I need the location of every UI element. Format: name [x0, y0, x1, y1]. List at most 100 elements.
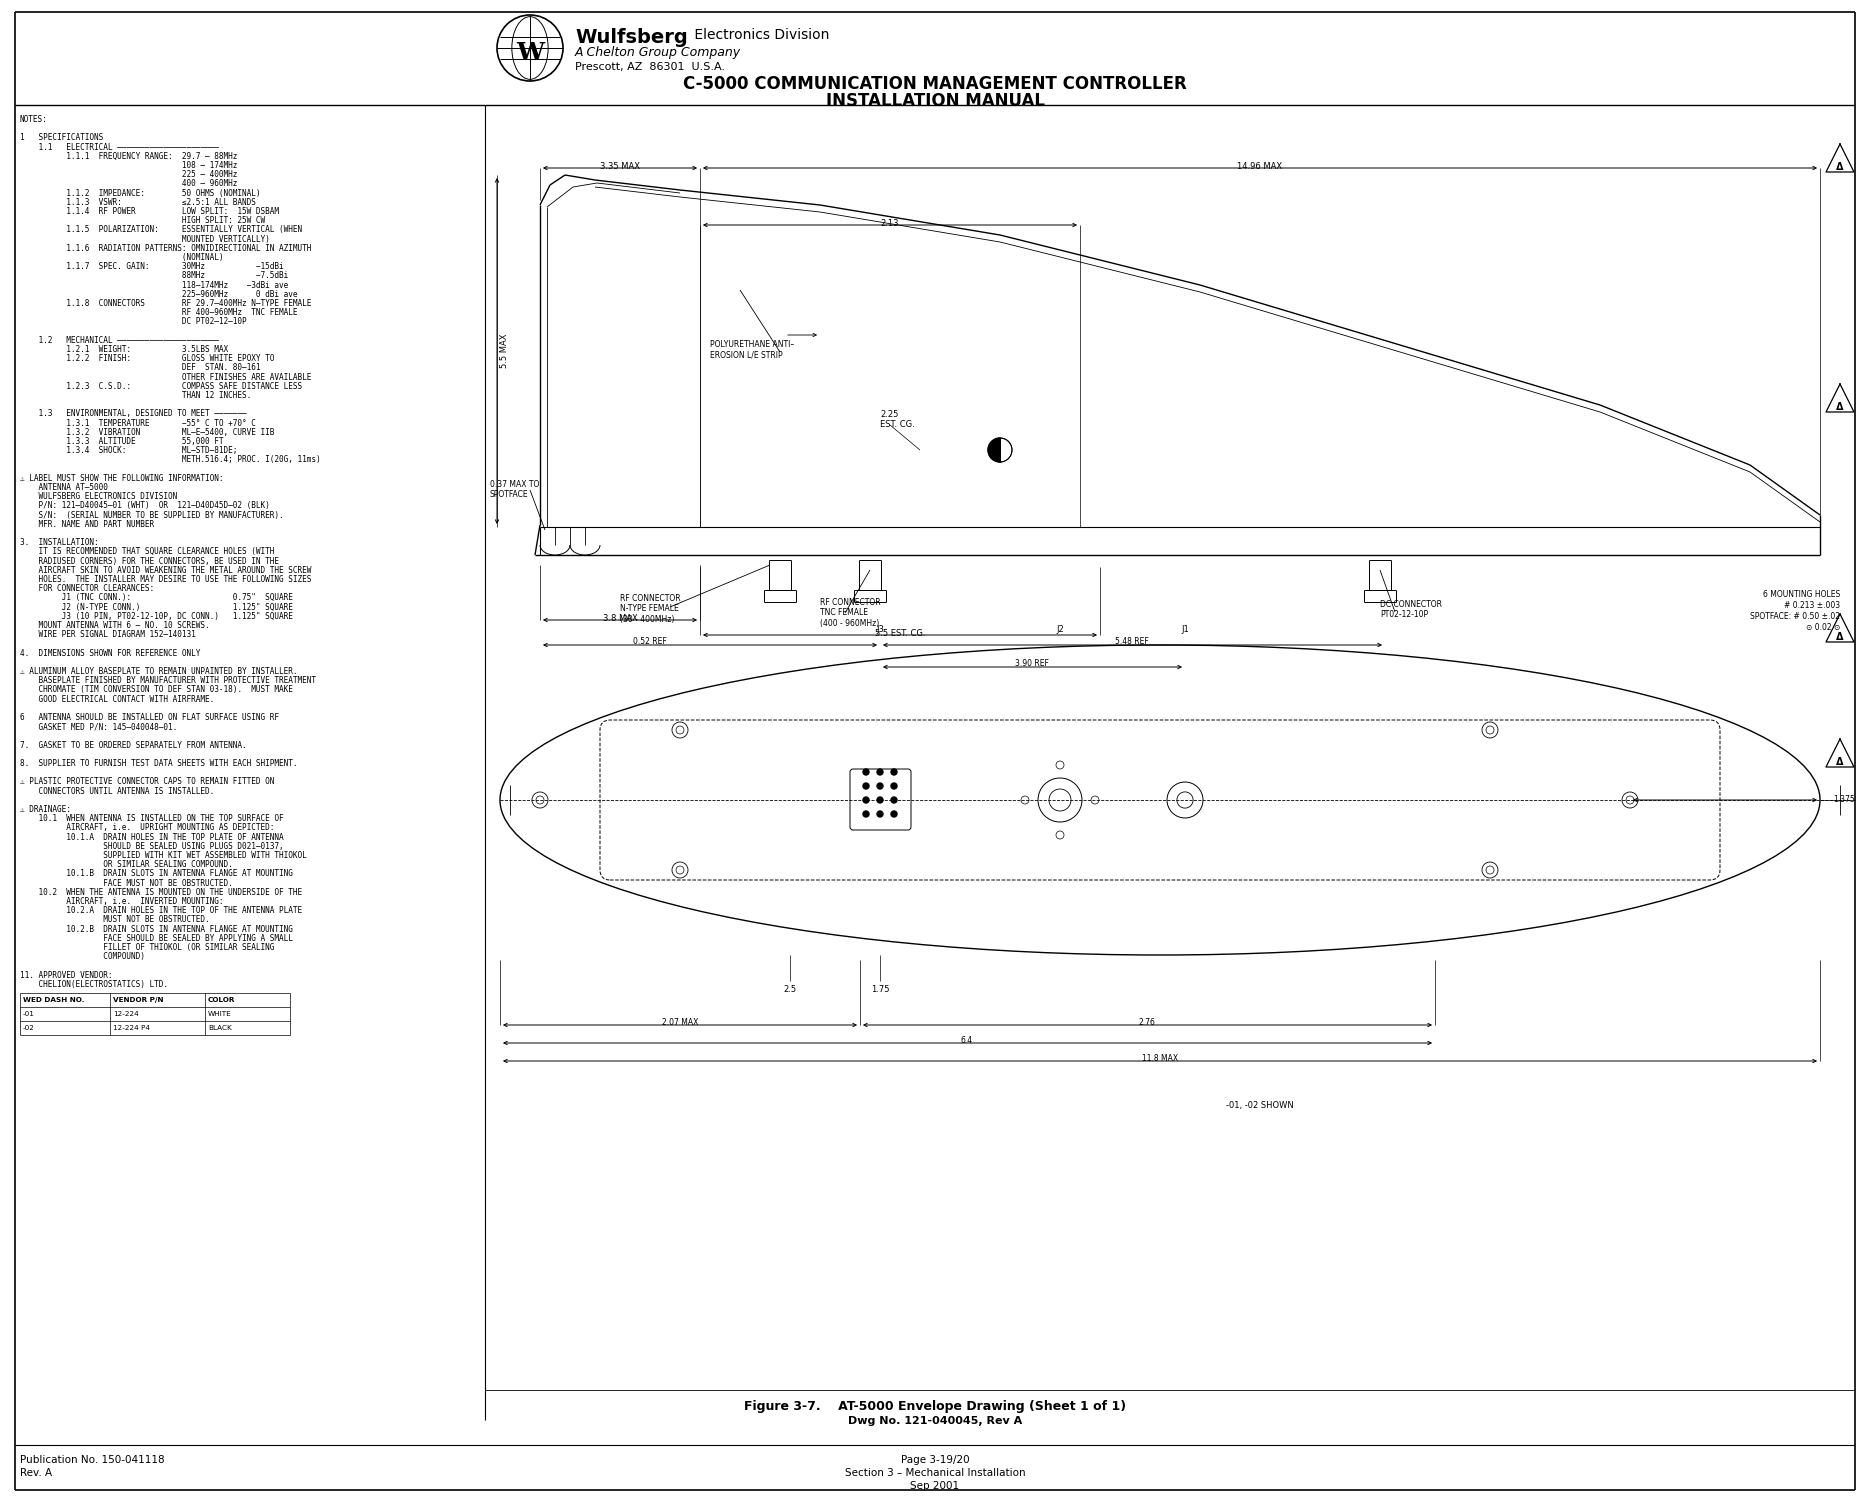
Text: 1.1   ELECTRICAL ——————————————————————: 1.1 ELECTRICAL —————————————————————— [21, 143, 219, 152]
Circle shape [862, 770, 870, 776]
Text: DEF  STAN. 80–161: DEF STAN. 80–161 [21, 364, 260, 373]
Text: 108 – 174MHz: 108 – 174MHz [21, 161, 237, 170]
Text: CHELION(ELECTROSTATICS) LTD.: CHELION(ELECTROSTATICS) LTD. [21, 980, 168, 989]
Text: 1.75: 1.75 [871, 984, 890, 993]
Text: MOUNT ANTENNA WITH 6 – NO. 10 SCREWS.: MOUNT ANTENNA WITH 6 – NO. 10 SCREWS. [21, 621, 209, 630]
Text: 1   SPECIFICATIONS: 1 SPECIFICATIONS [21, 134, 103, 143]
Text: FOR CONNECTOR CLEARANCES:: FOR CONNECTOR CLEARANCES: [21, 585, 153, 594]
Text: 12-224 P4: 12-224 P4 [112, 1025, 150, 1031]
Text: WULFSBERG ELECTRONICS DIVISION: WULFSBERG ELECTRONICS DIVISION [21, 491, 178, 500]
Circle shape [890, 770, 898, 776]
Text: # 0.213 ±.003: # 0.213 ±.003 [1784, 601, 1840, 610]
Text: COLOR: COLOR [208, 996, 236, 1003]
Text: J3: J3 [875, 625, 885, 634]
Text: 400 – 960MHz: 400 – 960MHz [21, 179, 237, 188]
Text: DC CONNECTOR
PT02-12-10P: DC CONNECTOR PT02-12-10P [1380, 600, 1442, 619]
Text: 5.48 REF: 5.48 REF [1115, 637, 1148, 646]
Text: 225–960MHz      0 dBi ave: 225–960MHz 0 dBi ave [21, 290, 297, 299]
Text: MFR. NAME AND PART NUMBER: MFR. NAME AND PART NUMBER [21, 520, 153, 529]
Text: 10.1.A  DRAIN HOLES IN THE TOP PLATE OF ANTENNA: 10.1.A DRAIN HOLES IN THE TOP PLATE OF A… [21, 833, 284, 842]
Text: GASKET MED P/N: 145–040048–01.: GASKET MED P/N: 145–040048–01. [21, 723, 178, 730]
Text: 1.1.8  CONNECTORS        RF 29.7–400MHz N–TYPE FEMALE: 1.1.8 CONNECTORS RF 29.7–400MHz N–TYPE F… [21, 299, 312, 308]
Text: W: W [516, 41, 544, 65]
Text: 1.2   MECHANICAL ——————————————————————: 1.2 MECHANICAL —————————————————————— [21, 335, 219, 344]
Text: 1.1.5  POLARIZATION:     ESSENTIALLY VERTICAL (WHEN: 1.1.5 POLARIZATION: ESSENTIALLY VERTICAL… [21, 225, 303, 234]
Text: VENDOR P/N: VENDOR P/N [112, 996, 163, 1003]
Text: SPOTFACE: # 0.50 ±.02: SPOTFACE: # 0.50 ±.02 [1750, 612, 1840, 621]
Text: WED DASH NO.: WED DASH NO. [22, 996, 84, 1003]
Text: 3.90 REF: 3.90 REF [1015, 658, 1049, 667]
Text: 1.3.4  SHOCK:            ML–STD–81DE;: 1.3.4 SHOCK: ML–STD–81DE; [21, 446, 237, 455]
Text: P/N: 121–D40045–01 (WHT)  OR  121–D40D45D–02 (BLK): P/N: 121–D40045–01 (WHT) OR 121–D40D45D–… [21, 502, 269, 511]
Text: Δ: Δ [1836, 758, 1844, 767]
Text: 2.25
EST. CG.: 2.25 EST. CG. [881, 410, 914, 430]
Text: ⚠ DRAINAGE:: ⚠ DRAINAGE: [21, 806, 71, 815]
Text: J1 (TNC CONN.):                      0.75"  SQUARE: J1 (TNC CONN.): 0.75" SQUARE [21, 594, 294, 603]
Text: RF 400–960MHz  TNC FEMALE: RF 400–960MHz TNC FEMALE [21, 308, 297, 317]
Text: 1.2.2  FINISH:           GLOSS WHITE EPOXY TO: 1.2.2 FINISH: GLOSS WHITE EPOXY TO [21, 355, 275, 364]
Text: CONNECTORS UNTIL ANTENNA IS INSTALLED.: CONNECTORS UNTIL ANTENNA IS INSTALLED. [21, 786, 215, 795]
Text: 0.37 MAX TO
SPOTFACE: 0.37 MAX TO SPOTFACE [490, 479, 539, 499]
Text: 3.  INSTALLATION:: 3. INSTALLATION: [21, 538, 99, 547]
Text: Sep 2001: Sep 2001 [911, 1480, 959, 1491]
Text: 3.8 MAX: 3.8 MAX [602, 615, 638, 624]
Text: 10.2  WHEN THE ANTENNA IS MOUNTED ON THE UNDERSIDE OF THE: 10.2 WHEN THE ANTENNA IS MOUNTED ON THE … [21, 888, 303, 897]
Text: AIRCRAFT, i.e.  INVERTED MOUNTING:: AIRCRAFT, i.e. INVERTED MOUNTING: [21, 897, 224, 906]
Text: RF CONNECTOR
TNC FEMALE
(400 - 960MHz): RF CONNECTOR TNC FEMALE (400 - 960MHz) [821, 598, 881, 628]
Text: 1.2.3  C.S.D.:           COMPASS SAFE DISTANCE LESS: 1.2.3 C.S.D.: COMPASS SAFE DISTANCE LESS [21, 382, 303, 391]
Text: WHITE: WHITE [208, 1012, 232, 1018]
Text: 11. APPROVED VENDOR:: 11. APPROVED VENDOR: [21, 971, 112, 980]
Text: AIRCRAFT, i.e.  UPRIGHT MOUNTING AS DEPICTED:: AIRCRAFT, i.e. UPRIGHT MOUNTING AS DEPIC… [21, 824, 275, 833]
Text: AIRCRAFT SKIN TO AVOID WEAKENING THE METAL AROUND THE SCREW: AIRCRAFT SKIN TO AVOID WEAKENING THE MET… [21, 565, 312, 574]
Text: SHOULD BE SEALED USING PLUGS D021–0137,: SHOULD BE SEALED USING PLUGS D021–0137, [21, 842, 284, 851]
Text: 1.3   ENVIRONMENTAL, DESIGNED TO MEET ———————: 1.3 ENVIRONMENTAL, DESIGNED TO MEET ————… [21, 409, 247, 418]
Text: J2 (N-TYPE CONN.)                    1.125" SQUARE: J2 (N-TYPE CONN.) 1.125" SQUARE [21, 603, 294, 612]
Text: 1.1.2  IMPEDANCE:        50 OHMS (NOMINAL): 1.1.2 IMPEDANCE: 50 OHMS (NOMINAL) [21, 188, 260, 197]
Text: HIGH SPLIT: 25W CW: HIGH SPLIT: 25W CW [21, 216, 266, 225]
Text: COMPOUND): COMPOUND) [21, 953, 144, 962]
Text: 1.2.1  WEIGHT:           3.5LBS MAX: 1.2.1 WEIGHT: 3.5LBS MAX [21, 346, 228, 355]
Text: 6.4: 6.4 [961, 1036, 972, 1045]
Text: 10.1  WHEN ANTENNA IS INSTALLED ON THE TOP SURFACE OF: 10.1 WHEN ANTENNA IS INSTALLED ON THE TO… [21, 815, 284, 824]
Text: J2: J2 [1057, 625, 1064, 634]
Text: HOLES.  THE INSTALLER MAY DESIRE TO USE THE FOLLOWING SIZES: HOLES. THE INSTALLER MAY DESIRE TO USE T… [21, 576, 312, 585]
Text: Figure 3-7.    AT-5000 Envelope Drawing (Sheet 1 of 1): Figure 3-7. AT-5000 Envelope Drawing (Sh… [744, 1399, 1126, 1413]
Text: Δ: Δ [1836, 162, 1844, 171]
Text: ⚠ ALUMINUM ALLOY BASEPLATE TO REMAIN UNPAINTED BY INSTALLER.: ⚠ ALUMINUM ALLOY BASEPLATE TO REMAIN UNP… [21, 667, 297, 676]
Text: 88MHz           −7.5dBi: 88MHz −7.5dBi [21, 272, 288, 281]
Text: 225 – 400MHz: 225 – 400MHz [21, 170, 237, 179]
Text: GOOD ELECTRICAL CONTACT WITH AIRFRAME.: GOOD ELECTRICAL CONTACT WITH AIRFRAME. [21, 694, 215, 703]
Text: 3.35 MAX: 3.35 MAX [600, 162, 640, 171]
Circle shape [890, 783, 898, 789]
Text: 6   ANTENNA SHOULD BE INSTALLED ON FLAT SURFACE USING RF: 6 ANTENNA SHOULD BE INSTALLED ON FLAT SU… [21, 712, 279, 721]
Text: C-5000 COMMUNICATION MANAGEMENT CONTROLLER: C-5000 COMMUNICATION MANAGEMENT CONTROLL… [683, 75, 1187, 93]
Text: SUPPLIED WITH KIT WET ASSEMBLED WITH THIOKOL: SUPPLIED WITH KIT WET ASSEMBLED WITH THI… [21, 851, 307, 860]
Text: Wulfsberg: Wulfsberg [574, 29, 688, 47]
Text: Page 3-19/20: Page 3-19/20 [901, 1455, 969, 1465]
Text: RF CONNECTOR
N-TYPE FEMALE
(30 - 400MHz): RF CONNECTOR N-TYPE FEMALE (30 - 400MHz) [621, 594, 681, 624]
Text: RADIUSED CORNERS) FOR THE CONNECTORS, BE USED IN THE: RADIUSED CORNERS) FOR THE CONNECTORS, BE… [21, 556, 279, 565]
Circle shape [890, 812, 898, 818]
Text: 1.1.6  RADIATION PATTERNS: OMNIDIRECTIONAL IN AZIMUTH: 1.1.6 RADIATION PATTERNS: OMNIDIRECTIONA… [21, 243, 312, 253]
Text: ANTENNA AT–5000: ANTENNA AT–5000 [21, 482, 108, 491]
Text: POLYURETHANE ANTI–
EROSION L/E STRIP: POLYURETHANE ANTI– EROSION L/E STRIP [711, 340, 795, 359]
Text: OR SIMILAR SEALING COMPOUND.: OR SIMILAR SEALING COMPOUND. [21, 860, 232, 869]
Circle shape [877, 770, 883, 776]
Circle shape [862, 783, 870, 789]
Text: INSTALLATION MANUAL: INSTALLATION MANUAL [825, 92, 1045, 110]
Text: 11.8 MAX: 11.8 MAX [1143, 1054, 1178, 1063]
Text: Dwg No. 121-040045, Rev A: Dwg No. 121-040045, Rev A [847, 1416, 1023, 1426]
Text: Δ: Δ [1836, 401, 1844, 412]
Text: Section 3 – Mechanical Installation: Section 3 – Mechanical Installation [845, 1468, 1025, 1477]
Text: 1.375: 1.375 [1833, 795, 1855, 804]
Text: 1.1.7  SPEC. GAIN:       30MHz           −15dBi: 1.1.7 SPEC. GAIN: 30MHz −15dBi [21, 262, 284, 271]
Text: 2.5: 2.5 [784, 984, 797, 993]
Text: 6 MOUNTING HOLES: 6 MOUNTING HOLES [1763, 591, 1840, 600]
Text: Prescott, AZ  86301  U.S.A.: Prescott, AZ 86301 U.S.A. [574, 62, 726, 72]
Text: 2.76: 2.76 [1139, 1018, 1156, 1027]
Text: 2.07 MAX: 2.07 MAX [662, 1018, 698, 1027]
Text: IT IS RECOMMENDED THAT SQUARE CLEARANCE HOLES (WITH: IT IS RECOMMENDED THAT SQUARE CLEARANCE … [21, 547, 275, 556]
Text: BLACK: BLACK [208, 1025, 232, 1031]
Text: -02: -02 [22, 1025, 36, 1031]
Text: THAN 12 INCHES.: THAN 12 INCHES. [21, 391, 251, 400]
